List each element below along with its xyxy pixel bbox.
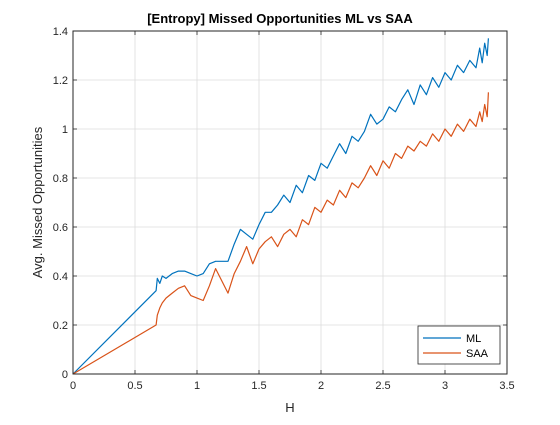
x-tick-label: 3.5 xyxy=(499,380,514,392)
grid xyxy=(73,31,507,374)
x-tick-label: 0.5 xyxy=(127,380,142,392)
y-tick-label: 1.4 xyxy=(53,26,68,38)
x-tick-label: 0 xyxy=(70,380,76,392)
y-tick-label: 0.6 xyxy=(53,222,68,234)
x-tick-label: 3 xyxy=(442,380,448,392)
series-line-ml xyxy=(72,38,489,375)
y-tick-label: 1.2 xyxy=(53,75,68,87)
y-tick-label: 0.8 xyxy=(53,173,68,185)
ticks: 0 0.5 1 1.5 2 2.5 3 3.5 0 0.2 0.4 0.6 0.8 1 1.2 1.4 xyxy=(53,26,515,392)
chart-title: [Entropy] Missed Opportunities ML vs SAA xyxy=(147,11,413,26)
legend-box xyxy=(417,325,501,365)
x-tick-label: 2 xyxy=(318,380,324,392)
series-line-saa xyxy=(72,92,489,375)
plot-frame xyxy=(72,30,508,375)
y-tick-label: 0 xyxy=(62,369,68,381)
x-axis-label: H xyxy=(285,400,294,415)
x-tick-label: 1.5 xyxy=(251,380,266,392)
x-tick-label: 2.5 xyxy=(375,380,390,392)
x-tick-label: 1 xyxy=(194,380,200,392)
y-tick-label: 0.4 xyxy=(53,271,68,283)
legend: ML SAA xyxy=(417,325,501,365)
legend-label-saa: SAA xyxy=(466,348,489,360)
legend-label-ml: ML xyxy=(466,333,481,345)
y-axis-label: Avg. Missed Opportunities xyxy=(30,126,45,278)
y-tick-label: 1 xyxy=(62,124,68,136)
y-tick-label: 0.2 xyxy=(53,320,68,332)
series-layer xyxy=(72,38,489,375)
